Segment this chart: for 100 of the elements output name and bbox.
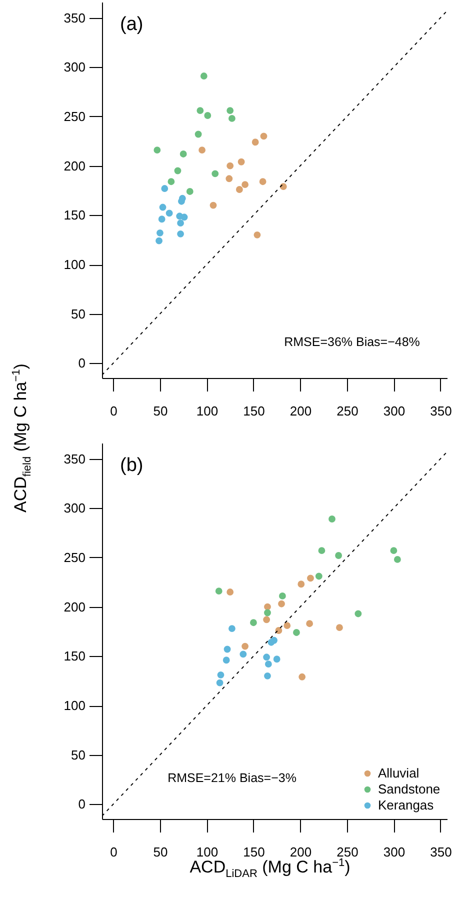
y-tick-label: 50 [71,747,86,762]
point [242,642,249,650]
point [284,622,291,630]
y-tick-label: 0 [78,796,86,812]
point [174,167,182,174]
point [212,170,219,178]
point [273,656,280,663]
point [222,656,230,664]
point [260,132,268,140]
point [154,146,161,154]
point [180,150,187,158]
point [293,629,300,636]
point [156,237,162,244]
y-tick-label: 200 [64,599,86,614]
point [250,619,257,626]
x-tick-label: 0 [110,404,118,418]
point [156,229,164,236]
point [354,610,362,618]
point [177,230,184,238]
point [335,552,342,559]
point [186,188,194,195]
point [259,178,266,186]
y-tick-label: 100 [64,698,86,714]
point [394,556,401,563]
point [278,592,286,600]
point [228,625,236,632]
x-tick-label: 200 [290,404,312,418]
point [224,646,231,653]
point [217,671,224,678]
y-tick-label: 200 [64,158,86,174]
y-tick-label: 150 [64,208,86,223]
point [236,186,243,193]
point [194,130,202,138]
x-tick-label: 150 [243,844,265,860]
annotation: (a) [120,14,144,35]
annotation: (b) [120,455,144,476]
y-tick-label: 150 [64,648,86,664]
point [328,516,336,522]
y-tick-label: 100 [64,257,86,272]
point [315,572,322,580]
point [390,547,398,554]
point [278,600,285,608]
point [226,175,233,182]
point [158,216,166,223]
y-tick-label: 250 [64,550,86,565]
point [307,574,314,582]
x-tick-label: 350 [430,404,452,418]
y-tick-label: 300 [64,60,86,75]
point [210,202,217,209]
point [264,672,271,680]
x-tick-label: 50 [153,404,168,418]
point [254,231,261,238]
point [215,588,222,594]
point [204,112,212,119]
point [242,181,249,188]
x-tick-label: 300 [383,844,406,860]
point [240,650,247,658]
legend-label: Alluvial [378,766,420,780]
point [166,210,173,217]
y-tick-label: 50 [71,306,86,322]
y-tick-label: 0 [78,356,86,371]
point [200,72,208,80]
annotation: RMSE=36% Bias=−48% [284,335,420,349]
point [263,616,270,624]
point [318,547,326,554]
point [306,620,314,628]
point [161,185,168,192]
point [336,624,343,632]
x-tick-label: 200 [290,844,312,860]
point [159,204,166,211]
point [228,114,236,122]
y-tick-label: 350 [64,451,86,466]
point [264,603,271,610]
point [177,220,184,227]
point [216,679,224,686]
x-tick-label: 50 [153,844,168,860]
point [264,660,272,668]
point [268,638,275,646]
x-tick-label: 100 [196,844,218,860]
x-tick-label: 150 [243,404,265,418]
point [275,627,282,634]
point [252,138,259,146]
y-tick-label: 350 [64,10,86,26]
point [298,580,305,588]
point [298,673,306,680]
point [198,146,206,154]
point [264,609,271,616]
point [226,162,234,170]
annotation: RMSE=21% Bias=−3% [168,771,296,785]
point [168,178,175,186]
x-tick-label: 100 [196,404,218,418]
x-tick-label: 250 [336,404,358,418]
point [280,183,287,190]
x-tick-label: 300 [383,404,406,418]
y-tick-label: 250 [64,108,86,124]
point [263,654,270,661]
x-tick-label: 0 [110,844,118,860]
point [226,588,234,596]
x-tick-label: 250 [336,844,358,860]
legend-label: Kerangas [378,798,434,812]
